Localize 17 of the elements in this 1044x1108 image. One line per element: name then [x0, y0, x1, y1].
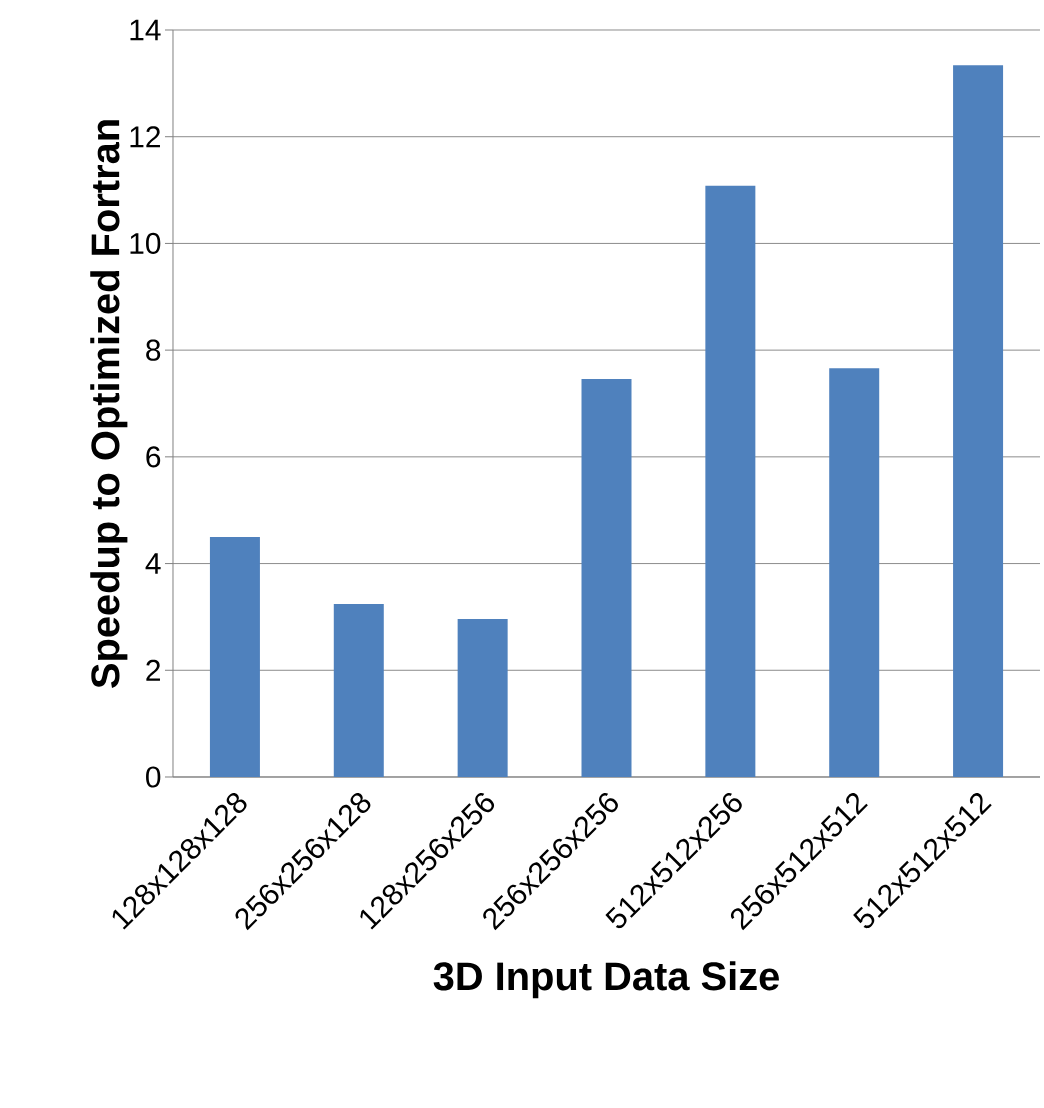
y-tick-label: 0: [145, 766, 161, 788]
bar: [581, 378, 632, 777]
bar: [829, 368, 880, 777]
y-tick-label: 12: [130, 126, 160, 148]
y-tick-label: 6: [146, 446, 161, 468]
y-tick-label: 2: [146, 659, 160, 681]
y-tick-label: 10: [130, 232, 161, 255]
y-tick-label: 8: [146, 339, 161, 361]
x-axis-title: 3D Input Data Size: [433, 961, 779, 999]
y-tick-label: 14: [130, 19, 161, 41]
y-tick-label: 4: [145, 553, 161, 574]
bar: [952, 65, 1003, 777]
bar: [209, 536, 260, 777]
bar: [705, 185, 756, 777]
y-axis-title: Speedup to Optimized Fortran: [90, 120, 128, 688]
bar: [333, 604, 384, 777]
bar: [457, 619, 508, 777]
